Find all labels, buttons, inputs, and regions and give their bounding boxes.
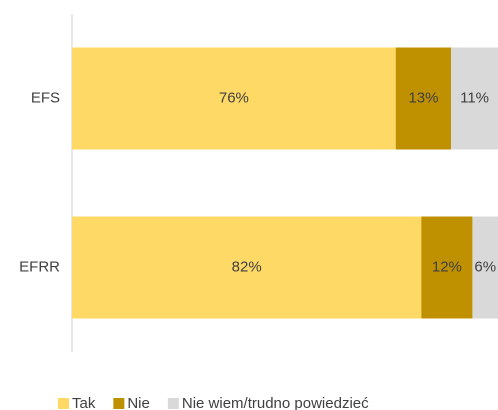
data-label: 12% [432,258,462,275]
bar-segment [472,216,498,319]
data-label: 6% [474,258,496,275]
legend-swatch [113,398,125,409]
y-tick-label: EFRR [19,258,60,275]
bar-segment [395,47,452,150]
bar-segment [72,47,396,150]
data-label: 82% [232,258,262,275]
y-tick-label: EFS [31,89,60,106]
bar-segment [451,47,498,150]
data-label: 13% [408,89,438,106]
legend-label: Tak [72,395,96,410]
bar-segment [72,216,422,319]
bar-segment [421,216,473,319]
legend-swatch [167,398,179,409]
legend-label: Nie wiem/trudno powiedzieć [182,395,369,410]
data-label: 11% [460,89,489,106]
legend-swatch [58,398,69,409]
data-label: 76% [219,89,249,106]
legend-label: Nie [127,395,150,410]
